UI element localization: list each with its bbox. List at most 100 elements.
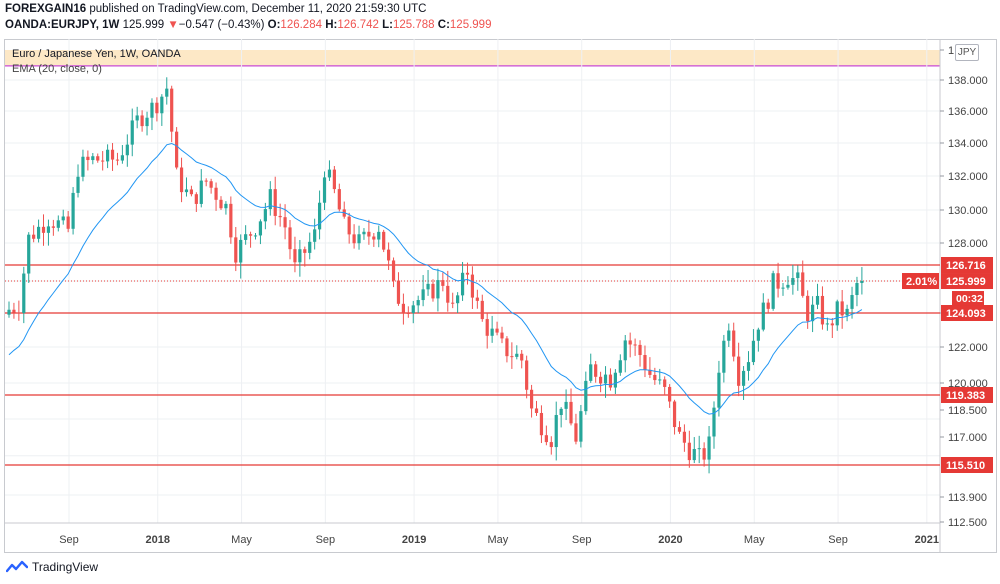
- candle-body: [515, 353, 519, 357]
- candle-body: [456, 295, 460, 304]
- y-tick-label: 113.900: [948, 492, 987, 504]
- resistance-zone: [5, 50, 940, 66]
- candle-body: [692, 449, 696, 461]
- candle-body: [352, 234, 356, 244]
- candle-body: [150, 102, 154, 118]
- footer-brand[interactable]: TradingView: [6, 560, 98, 574]
- candle-body: [687, 442, 691, 461]
- candle-body: [500, 332, 504, 339]
- x-tick-label: 2020: [658, 534, 682, 546]
- y-tick-label: 118.500: [948, 405, 987, 417]
- candle-body: [125, 144, 129, 156]
- candle-body: [160, 96, 164, 114]
- candle-body: [170, 88, 174, 132]
- publisher-line: FOREXGAIN16 published on TradingView.com…: [5, 3, 427, 15]
- candle-body: [835, 301, 839, 326]
- candle-body: [741, 370, 746, 386]
- candle-body: [791, 278, 795, 285]
- candle-body: [229, 203, 233, 238]
- candle-body: [618, 360, 622, 373]
- candle-body: [283, 217, 287, 228]
- level-price-tag: [941, 305, 993, 321]
- candle-body: [732, 330, 736, 357]
- level-price-tag-label: 126.716: [946, 260, 986, 272]
- candle-body: [756, 329, 760, 341]
- level-price-tag-label: 115.510: [946, 460, 985, 472]
- level-price-tag: [941, 387, 993, 403]
- candle-body: [480, 300, 484, 320]
- level-price-tag-label: 124.093: [946, 308, 986, 320]
- candle-body: [682, 431, 687, 443]
- change-down-icon: ▼: [167, 19, 179, 31]
- candle-body: [465, 272, 470, 275]
- candle-body: [529, 389, 534, 409]
- candle-body: [810, 304, 815, 322]
- x-tick-label: Sep: [572, 534, 592, 546]
- currency-button[interactable]: JPY: [955, 44, 979, 61]
- candle-body: [559, 408, 563, 416]
- candle-body: [520, 353, 524, 361]
- candle-body: [589, 364, 593, 381]
- change-percent-tag: [902, 273, 939, 290]
- candle-body: [845, 308, 849, 316]
- ema-indicator-legend[interactable]: EMA (20, close, 0): [12, 63, 102, 75]
- y-tick-label: 136.000: [948, 106, 988, 118]
- candle-body: [239, 239, 243, 263]
- candle-body: [825, 323, 829, 325]
- candle-body: [175, 131, 179, 168]
- candle-body: [584, 380, 588, 412]
- x-tick-label: Sep: [59, 534, 79, 546]
- y-tick-label: 1: [948, 45, 954, 57]
- candle-body: [406, 313, 410, 314]
- candle-body: [377, 231, 381, 240]
- candle-body: [91, 156, 95, 161]
- candle-body: [224, 203, 228, 209]
- low-value: 125.788: [392, 19, 435, 31]
- y-tick-label: 134.000: [948, 138, 988, 150]
- candle-body: [722, 340, 726, 373]
- candle-body: [347, 216, 351, 235]
- y-tick-label: 122.000: [948, 342, 988, 354]
- candle-body: [303, 249, 307, 253]
- candle-body: [613, 372, 617, 388]
- candle-body: [544, 435, 548, 443]
- candle-body: [608, 374, 613, 388]
- x-tick-label: 2019: [402, 534, 426, 546]
- candle-body: [258, 221, 263, 236]
- candle-body: [451, 302, 455, 304]
- candle-body: [327, 169, 332, 178]
- candle-body: [268, 189, 272, 210]
- candle-body: [396, 280, 401, 304]
- candle-body: [436, 280, 440, 299]
- candle-body: [672, 401, 677, 428]
- y-tick-label: 130.000: [948, 205, 988, 217]
- candle-body: [623, 340, 627, 361]
- candle-body: [549, 442, 553, 448]
- current-price-tag: [941, 273, 993, 290]
- candle-body: [56, 220, 60, 228]
- candle-body: [460, 272, 465, 296]
- candle-body: [155, 102, 159, 114]
- x-tick-label: Sep: [316, 534, 336, 546]
- candle-body: [663, 379, 667, 387]
- high-value: 126.742: [337, 19, 379, 31]
- candle-body: [308, 241, 312, 253]
- candle-body: [199, 180, 203, 204]
- published-text: published on TradingView.com, December 1…: [89, 3, 427, 15]
- candle-body: [244, 234, 248, 240]
- low-label: L:: [382, 19, 393, 31]
- candle-body: [317, 202, 322, 230]
- close-value: 125.999: [449, 19, 492, 31]
- candle-body: [120, 155, 124, 161]
- candle-body: [574, 423, 578, 442]
- candle-body: [697, 448, 701, 450]
- candle-body: [357, 234, 361, 244]
- chart-frame: [4, 39, 997, 553]
- x-tick-label: May: [488, 534, 509, 546]
- open-label: O:: [267, 19, 281, 31]
- ema-20-line: [8, 142, 863, 415]
- candle-body: [525, 360, 529, 390]
- candle-body: [7, 309, 11, 315]
- candle-body: [288, 227, 292, 250]
